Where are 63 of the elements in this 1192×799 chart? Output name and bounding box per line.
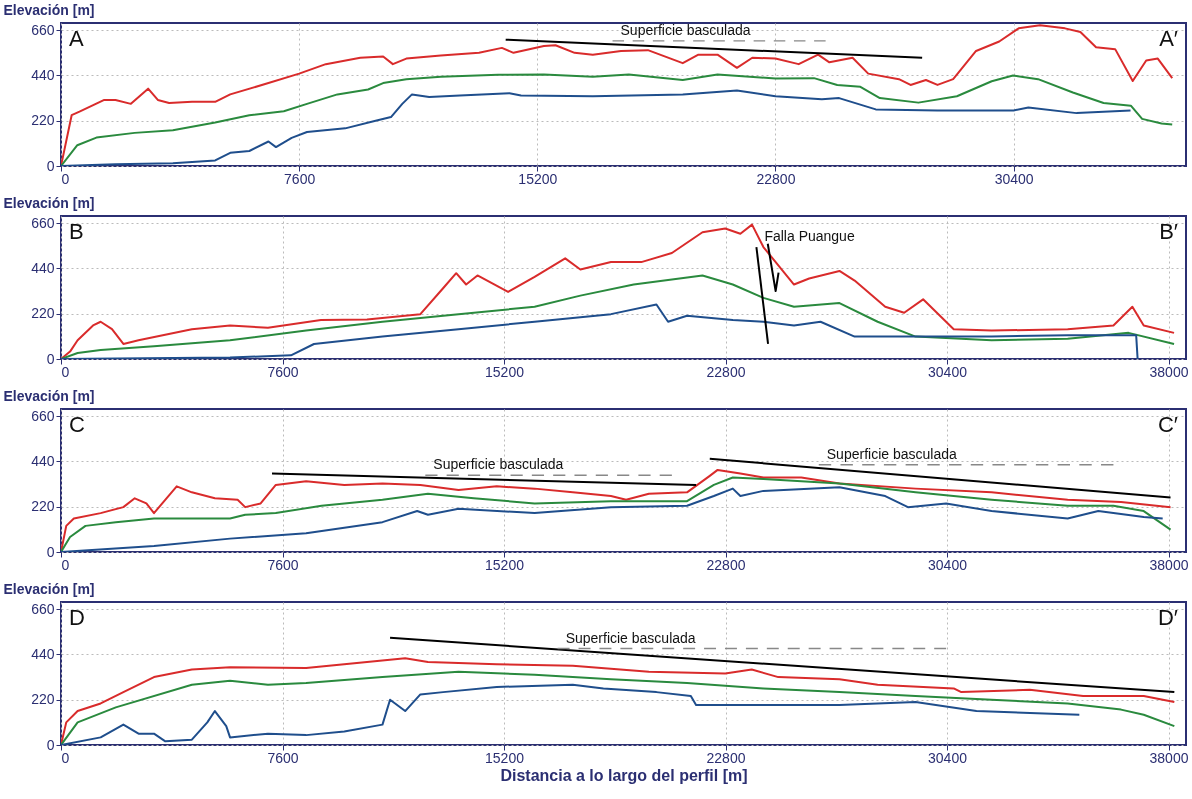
y-tick-label: 440: [31, 66, 55, 83]
y-tick-label: 0: [46, 157, 55, 174]
series-label: Superficie basculada: [565, 629, 696, 646]
y-tick-label: 660: [31, 407, 55, 424]
y-axis-title: Elevación [m]: [3, 194, 95, 211]
x-tick-label: 15200: [518, 170, 558, 187]
series-label: Falla Puangue: [764, 228, 855, 245]
x-tick-label: 30400: [928, 749, 968, 766]
x-tick-label: 38000: [1149, 556, 1189, 573]
y-tick-label: 440: [31, 452, 55, 469]
x-tick-label: 30400: [928, 556, 968, 573]
annotation: B: [69, 219, 84, 244]
annotation: D: [69, 605, 85, 630]
y-tick-label: 440: [31, 259, 55, 276]
y-tick-label: 440: [31, 645, 55, 662]
x-axis-title: Distancia a lo largo del perfil [m]: [500, 766, 748, 784]
series-label: Superficie basculada: [826, 445, 957, 462]
line-series: [61, 89, 1132, 166]
x-tick-label: 22800: [706, 363, 746, 380]
series-label: Superficie basculada: [433, 456, 564, 473]
x-tick-label: 38000: [1149, 363, 1189, 380]
annotation: B′: [1159, 219, 1178, 244]
x-tick-label: 22800: [706, 749, 746, 766]
x-tick-label: 0: [61, 749, 70, 766]
annotation: A′: [1159, 26, 1178, 51]
x-tick-label: 38000: [1149, 749, 1189, 766]
line-series: [61, 303, 1139, 359]
x-tick-label: 7600: [267, 749, 299, 766]
y-tick-label: 0: [46, 736, 55, 753]
y-tick-label: 660: [31, 21, 55, 38]
x-tick-label: 7600: [267, 556, 299, 573]
annotation: C′: [1157, 412, 1178, 437]
x-tick-label: 0: [61, 556, 70, 573]
x-tick-label: 0: [61, 170, 70, 187]
y-tick-label: 220: [31, 112, 55, 129]
line-series: [61, 683, 1081, 745]
x-tick-label: 7600: [284, 170, 316, 187]
y-tick-label: 220: [31, 691, 55, 708]
x-tick-label: 15200: [485, 363, 525, 380]
y-tick-label: 0: [46, 543, 55, 560]
line-series: [61, 223, 1176, 359]
annotation: D′: [1157, 605, 1178, 630]
x-tick-label: 15200: [485, 556, 525, 573]
x-tick-label: 30400: [928, 363, 968, 380]
y-tick-label: 220: [31, 305, 55, 322]
line-series: [61, 73, 1174, 166]
x-tick-label: 7600: [267, 363, 299, 380]
y-axis-title: Elevación [m]: [3, 1, 95, 18]
y-axis-title: Elevación [m]: [3, 387, 95, 404]
line-series: [61, 274, 1176, 359]
y-tick-label: 660: [31, 600, 55, 617]
y-tick-label: 660: [31, 214, 55, 231]
x-tick-label: 30400: [994, 170, 1034, 187]
x-tick-label: 15200: [485, 749, 525, 766]
y-tick-label: 0: [46, 350, 55, 367]
x-tick-label: 22800: [756, 170, 796, 187]
annotation: C: [69, 412, 85, 437]
x-tick-label: 22800: [706, 556, 746, 573]
annotation: A: [69, 26, 84, 51]
series-label: Superficie basculada: [620, 21, 751, 38]
x-tick-label: 0: [61, 363, 70, 380]
y-axis-title: Elevación [m]: [3, 580, 95, 597]
y-tick-label: 220: [31, 498, 55, 515]
